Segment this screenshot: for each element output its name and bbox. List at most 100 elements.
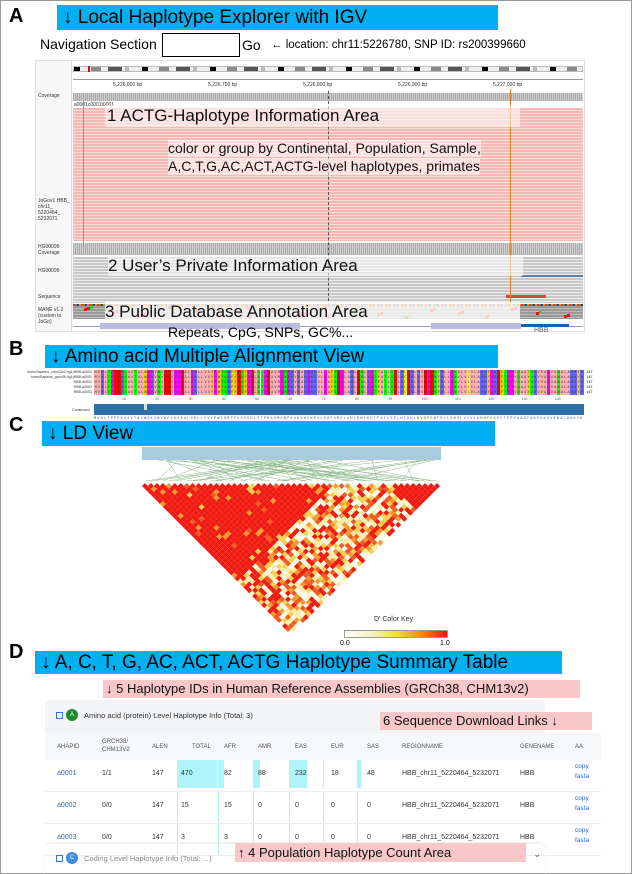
residue: A (300, 385, 304, 390)
residue: F (230, 385, 234, 390)
residue: G (147, 380, 151, 385)
ld-cell (213, 500, 220, 507)
alignment-view[interactable]: homoSapiens_chm13v2.hg1|HBB.a0001 M V H L T P E… (0, 370, 632, 420)
copy-link[interactable]: copy (575, 827, 589, 834)
ld-cell (344, 506, 351, 513)
consensus-residue: Q (223, 416, 226, 420)
table-banner: ↓ A, C, T, G, AC, ACT, ACTG Haplotype Su… (35, 651, 562, 674)
cell-eur: 0 (331, 802, 335, 809)
column-header: ALEN (152, 744, 168, 750)
ld-cell (308, 530, 315, 537)
residue: G (450, 385, 454, 390)
ld-cell (267, 506, 274, 513)
ld-cell (347, 533, 354, 540)
ruler: 5,226,600 bp 5,226,700 bp 5,226,800 bp 5,22… (73, 79, 583, 93)
color-key-gradient (344, 630, 448, 638)
haplotype-id-link[interactable]: a0003 (57, 834, 77, 841)
expand-icon[interactable] (56, 855, 63, 862)
ld-cell (234, 539, 241, 546)
ld-cell (329, 521, 336, 528)
ld-cell (299, 521, 306, 528)
ld-cell (299, 545, 306, 552)
residue: D (267, 370, 271, 375)
ld-cell (401, 503, 408, 510)
residue: Q (530, 380, 534, 385)
residue: L (353, 380, 358, 385)
ld-cell (198, 515, 205, 522)
column-header: AFR (224, 744, 236, 750)
residue: S (390, 375, 394, 380)
ld-cell (192, 515, 199, 522)
consensus-residue: V (153, 416, 157, 420)
ld-cell (386, 524, 393, 531)
alignment-tick: 10 (121, 397, 126, 401)
residue: L (187, 385, 191, 390)
chevron-down-icon[interactable]: ⌄ (533, 849, 542, 860)
residue: V (293, 390, 298, 395)
cell-gene: HBB (520, 802, 535, 809)
area1-label: 1 ACTG-Haplotype Information Area (105, 105, 520, 127)
ld-cell (228, 545, 235, 552)
residue: A (137, 370, 141, 375)
ld-plot[interactable] (0, 446, 632, 651)
residue: G (490, 375, 494, 380)
residue: V (536, 385, 541, 390)
fasta-link[interactable]: fasta (575, 773, 590, 780)
residue: V (463, 380, 467, 385)
ld-cell (288, 599, 294, 606)
chromosome-ideogram[interactable] (73, 66, 583, 72)
consensus-residue: P (510, 416, 513, 420)
ld-cell (293, 503, 300, 510)
residue: L (320, 390, 324, 395)
residue: G (490, 385, 494, 390)
haplotype-id-link[interactable]: a0002 (57, 802, 77, 809)
residue: G (370, 390, 374, 395)
igv-panel[interactable]: Coverage JoGov1 HBB_ chr11_ 5220464_ 523… (35, 60, 585, 332)
ld-cell (231, 518, 238, 525)
area3-label: 3 Public Database Annotation Area (105, 302, 520, 322)
haplotype-id-link[interactable]: a0001 (57, 770, 77, 777)
residue: L (320, 385, 324, 390)
residue: P (506, 385, 511, 390)
ideogram-band (295, 67, 305, 71)
residue: K (367, 375, 371, 380)
ld-cell (341, 545, 348, 552)
nav-input[interactable] (162, 33, 240, 57)
consensus-residue: L (103, 416, 107, 420)
copy-link[interactable]: copy (575, 795, 589, 802)
consensus-residue: E (167, 416, 170, 420)
expand-icon[interactable] (56, 712, 63, 719)
residue: M (94, 385, 98, 390)
fasta-link[interactable]: fasta (575, 805, 590, 812)
residue: V (97, 370, 101, 375)
snp-connector (204, 459, 229, 482)
ld-cell (320, 572, 327, 579)
residue: H (580, 380, 584, 385)
residue: K (120, 390, 124, 395)
ld-cell (288, 617, 294, 624)
consensus-residue: V (513, 416, 516, 420)
ld-cell (320, 488, 327, 495)
fasta-link[interactable]: fasta (575, 837, 590, 844)
residue: H (580, 370, 584, 375)
residue: R (193, 380, 198, 385)
go-button[interactable]: Go (242, 37, 261, 53)
snp-connector (166, 459, 223, 482)
ld-cell (359, 515, 366, 522)
ld-cell (243, 500, 250, 507)
ld-cell (320, 590, 327, 597)
residue: A (300, 370, 304, 375)
ld-cell (258, 521, 265, 528)
residue: T (383, 370, 388, 375)
residue: N (556, 375, 561, 380)
cell-amr: 0 (258, 802, 262, 809)
residue: V (513, 370, 517, 375)
alignment-tick: 90 (388, 397, 393, 401)
copy-link[interactable]: copy (575, 763, 589, 770)
consensus-residue: L (446, 416, 450, 420)
